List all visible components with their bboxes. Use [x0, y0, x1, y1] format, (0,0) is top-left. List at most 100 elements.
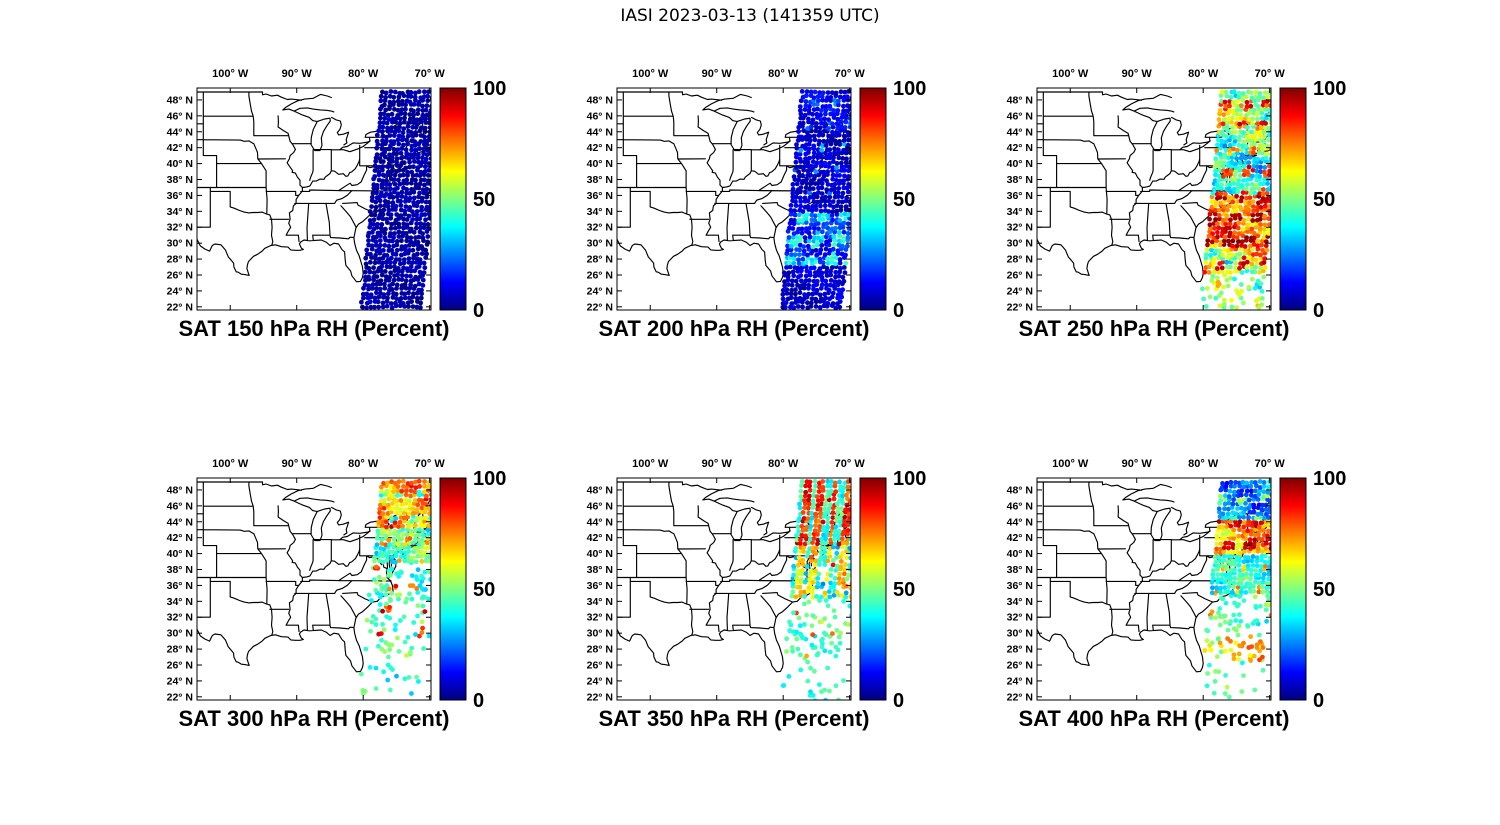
colorbar-tick-label: 0	[1313, 300, 1324, 317]
rh-scatter-swath	[358, 478, 431, 696]
lat-tick-label: 26° N	[587, 269, 613, 281]
subplot-canvas: 100° W 90° W 80° W 70° W 48° N 46° N 44° N 42° …	[1007, 458, 1347, 707]
subplot-canvas: 100° W 90° W 80° W 70° W 48° N 46° N 44° N 42° …	[1007, 68, 1347, 317]
lat-tick-label: 36° N	[587, 580, 613, 592]
lat-tick-label: 48° N	[1007, 484, 1033, 496]
lat-tick-label: 40° N	[587, 158, 613, 170]
rh-scatter-swath	[780, 89, 851, 310]
lat-tick-label: 44° N	[1007, 126, 1033, 138]
colorbar: 100 50 0	[439, 78, 506, 317]
colorbar: 100 50 0	[859, 78, 926, 317]
lat-tick-label: 42° N	[167, 532, 193, 544]
lon-tick-label: 100° W	[632, 68, 669, 80]
lat-tick-label: 38° N	[587, 174, 613, 186]
lat-tick-label: 42° N	[1007, 532, 1033, 544]
lat-tick-label: 46° N	[167, 500, 193, 512]
lat-tick-label: 28° N	[167, 254, 193, 266]
colorbar-tick-label: 100	[1313, 78, 1346, 100]
lon-tick-label: 80° W	[1188, 458, 1219, 470]
colorbar-tick-label: 50	[893, 189, 915, 211]
subplot-canvas: 100° W 90° W 80° W 70° W 48° N 46° N 44° N 42° …	[587, 458, 927, 707]
colorbar-tick-label: 50	[1313, 189, 1335, 211]
lon-tick-label: 80° W	[348, 458, 379, 470]
lat-tick-label: 34° N	[587, 596, 613, 608]
colorbar: 100 50 0	[1279, 468, 1346, 707]
colorbar: 100 50 0	[1279, 78, 1346, 317]
lat-tick-label: 24° N	[1007, 675, 1033, 687]
colorbar: 100 50 0	[859, 468, 926, 707]
panel-caption: SAT 200 hPa RH (Percent)	[598, 316, 870, 341]
lat-tick-label: 46° N	[1007, 500, 1033, 512]
lat-tick-label: 32° N	[167, 612, 193, 624]
lat-tick-label: 24° N	[587, 285, 613, 297]
lat-tick-label: 48° N	[587, 94, 613, 106]
panel-caption: SAT 400 hPa RH (Percent)	[1018, 706, 1290, 731]
rh-scatter-swath	[1202, 479, 1271, 700]
lon-tick-label: 90° W	[282, 458, 313, 470]
lon-tick-label: 70° W	[835, 458, 866, 470]
lat-tick-label: 40° N	[1007, 548, 1033, 560]
lat-tick-label: 44° N	[1007, 516, 1033, 528]
colorbar-tick-label: 0	[473, 690, 484, 707]
lat-tick-label: 32° N	[1007, 222, 1033, 234]
panel-caption: SAT 350 hPa RH (Percent)	[598, 706, 870, 731]
lat-tick-label: 30° N	[1007, 628, 1033, 640]
lat-tick-label: 34° N	[167, 206, 193, 218]
lat-tick-label: 44° N	[587, 126, 613, 138]
colorbar-tick-label: 100	[893, 78, 926, 100]
lat-tick-label: 30° N	[587, 238, 613, 250]
lat-tick-label: 22° N	[587, 301, 613, 313]
rh-scatter-swath	[780, 478, 851, 700]
lat-tick-label: 38° N	[167, 174, 193, 186]
lat-tick-label: 38° N	[1007, 564, 1033, 576]
lat-tick-label: 22° N	[1007, 301, 1033, 313]
subplot-canvas: 100° W 90° W 80° W 70° W 48° N 46° N 44° N 42° …	[167, 458, 507, 707]
colorbar-tick-label: 100	[893, 468, 926, 490]
lat-tick-label: 42° N	[587, 532, 613, 544]
lon-tick-label: 100° W	[212, 68, 249, 80]
lon-tick-label: 100° W	[1052, 68, 1089, 80]
subplot-canvas: 100° W 90° W 80° W 70° W 48° N 46° N 44° N 42° …	[587, 68, 927, 317]
colorbar: 100 50 0	[439, 468, 506, 707]
lat-tick-label: 38° N	[587, 564, 613, 576]
lat-tick-label: 24° N	[167, 675, 193, 687]
lat-tick-label: 24° N	[587, 675, 613, 687]
lat-tick-label: 36° N	[1007, 190, 1033, 202]
lon-tick-label: 70° W	[415, 68, 446, 80]
lon-tick-label: 100° W	[1052, 458, 1089, 470]
lat-tick-label: 24° N	[1007, 285, 1033, 297]
lat-tick-label: 30° N	[587, 628, 613, 640]
rh-scatter-swath	[1200, 89, 1271, 310]
colorbar-tick-label: 0	[893, 690, 904, 707]
lat-tick-label: 38° N	[1007, 174, 1033, 186]
colorbar-tick-label: 50	[473, 579, 495, 601]
lat-tick-label: 48° N	[1007, 94, 1033, 106]
lat-tick-label: 38° N	[167, 564, 193, 576]
lat-tick-label: 40° N	[1007, 158, 1033, 170]
axes-frame: 100° W 90° W 80° W 70° W 48° N 46° N 44° N 42° …	[587, 68, 866, 313]
lon-tick-label: 70° W	[1255, 68, 1286, 80]
axes-frame: 100° W 90° W 80° W 70° W 48° N 46° N 44° N 42° …	[1007, 68, 1286, 313]
lat-tick-label: 32° N	[1007, 612, 1033, 624]
panel-caption: SAT 250 hPa RH (Percent)	[1018, 316, 1290, 341]
lat-tick-label: 28° N	[1007, 644, 1033, 656]
subplot-panel: 100° W 90° W 80° W 70° W 48° N 46° N 44° N 42° …	[980, 55, 1400, 365]
lat-tick-label: 42° N	[167, 142, 193, 154]
lat-tick-label: 30° N	[167, 238, 193, 250]
lat-tick-label: 26° N	[167, 269, 193, 281]
lat-tick-label: 48° N	[167, 94, 193, 106]
lat-tick-label: 44° N	[587, 516, 613, 528]
lat-tick-label: 46° N	[167, 110, 193, 122]
lat-tick-label: 26° N	[587, 659, 613, 671]
axes-frame: 100° W 90° W 80° W 70° W 48° N 46° N 44° N 42° …	[167, 68, 446, 313]
lat-tick-label: 32° N	[587, 222, 613, 234]
colorbar-tick-label: 100	[473, 78, 506, 100]
lat-tick-label: 22° N	[1007, 691, 1033, 703]
subplot-panel: 100° W 90° W 80° W 70° W 48° N 46° N 44° N 42° …	[980, 445, 1400, 755]
colorbar-tick-label: 0	[1313, 690, 1324, 707]
lat-tick-label: 26° N	[1007, 659, 1033, 671]
subplot-panel: 100° W 90° W 80° W 70° W 48° N 46° N 44° N 42° …	[140, 445, 560, 755]
axes-frame: 100° W 90° W 80° W 70° W 48° N 46° N 44° N 42° …	[167, 458, 446, 703]
lon-tick-label: 70° W	[835, 68, 866, 80]
lon-tick-label: 80° W	[1188, 68, 1219, 80]
